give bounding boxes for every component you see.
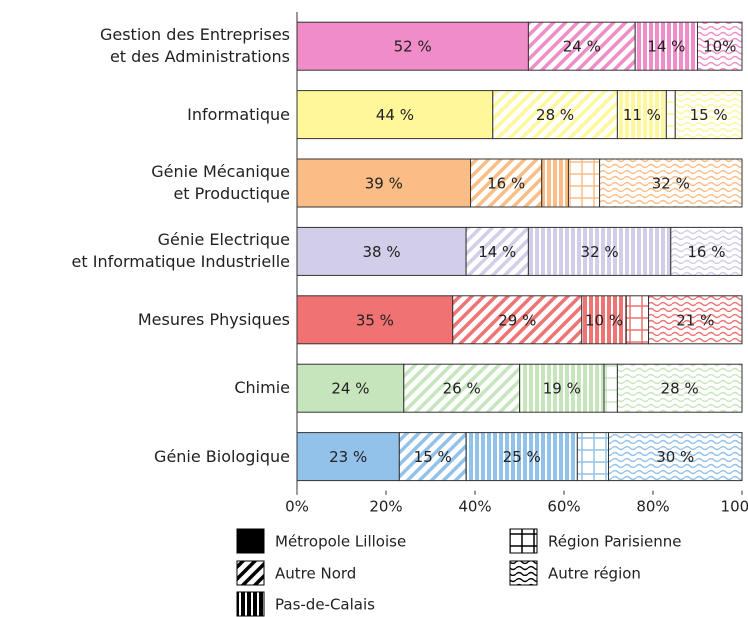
bar-segment: [541, 158, 569, 208]
value-label: 11 %: [623, 106, 661, 124]
legend-swatch: [509, 560, 538, 586]
bar-segment: [296, 295, 454, 345]
bar-segment: [697, 21, 743, 71]
bar-segment: [665, 90, 676, 140]
category-label: Informatique: [187, 104, 290, 124]
x-tick-label: 60%: [547, 497, 580, 515]
bar-segment: [608, 432, 743, 482]
x-tick-label: 0%: [285, 497, 309, 515]
bar-segment: [634, 21, 699, 71]
value-label: 10%: [703, 38, 736, 56]
category-label: Génie Electrique et Informatique Industr…: [71, 230, 290, 272]
legend-label: Autre région: [548, 565, 641, 583]
value-label: 29 %: [498, 311, 536, 329]
value-label: 21 %: [676, 311, 714, 329]
category-label: Chimie: [234, 378, 290, 398]
legend-swatch: [236, 560, 265, 586]
value-label: 32 %: [581, 243, 619, 261]
value-label: 16 %: [487, 175, 525, 193]
bar-segment: [296, 432, 400, 482]
bar-segment: [576, 432, 609, 482]
value-label: 28 %: [661, 380, 699, 398]
category-label: Gestion des Entreprises et des Administr…: [99, 25, 290, 67]
x-tick-label: 20%: [369, 497, 402, 515]
bar-segment: [648, 295, 743, 345]
category-label: Génie Biologique: [154, 446, 290, 466]
bar-segment: [616, 363, 743, 413]
bar-segment: [670, 226, 743, 276]
legend-swatch: [509, 528, 538, 554]
bar-segment: [403, 363, 520, 413]
bar-segment: [465, 226, 529, 276]
value-label: 26 %: [443, 380, 481, 398]
bar-segment: [581, 295, 627, 345]
bar-segment: [625, 295, 650, 345]
bar-segment: [527, 21, 636, 71]
value-label: 24 %: [563, 38, 601, 56]
x-tick-label: 80%: [636, 497, 669, 515]
value-label: 14 %: [478, 243, 516, 261]
value-label: 14 %: [647, 38, 685, 56]
bar-segment: [603, 363, 618, 413]
legend-swatch: [236, 591, 265, 617]
value-label: 19 %: [543, 380, 581, 398]
value-label: 10 %: [585, 311, 623, 329]
bar-segment: [296, 363, 405, 413]
value-label: 35 %: [356, 311, 394, 329]
value-label: 24 %: [331, 380, 369, 398]
value-label: 16 %: [687, 243, 725, 261]
legend-label: Autre Nord: [275, 565, 356, 583]
value-label: 15 %: [690, 106, 728, 124]
x-tick-label: 100%: [721, 497, 748, 515]
bar-segment: [616, 90, 667, 140]
bar-segment: [296, 21, 529, 71]
x-tick-label: 40%: [458, 497, 491, 515]
value-label: 30 %: [656, 448, 694, 466]
legend-label: Métropole Lilloise: [275, 533, 406, 551]
bar-segment: [296, 158, 472, 208]
value-label: 38 %: [362, 243, 400, 261]
category-label: Génie Mécanique et Productique: [151, 162, 290, 203]
value-label: 32 %: [652, 175, 690, 193]
value-label: 44 %: [376, 106, 414, 124]
legend-label: Pas-de-Calais: [275, 596, 375, 614]
bar-segment: [599, 158, 743, 208]
category-label: Mesures Physiques: [137, 309, 290, 329]
bar-segment: [398, 432, 467, 482]
value-label: 23 %: [329, 448, 367, 466]
value-label: 28 %: [536, 106, 574, 124]
bar-segment: [296, 90, 494, 140]
value-label: 15 %: [414, 448, 452, 466]
value-label: 25 %: [503, 448, 541, 466]
bar-segment: [567, 158, 601, 208]
value-label: 52 %: [394, 38, 432, 56]
bar-segment: [465, 432, 578, 482]
legend-label: Région Parisienne: [548, 533, 681, 551]
value-label: 39 %: [365, 175, 403, 193]
legend-swatch: [236, 528, 265, 554]
bar-segment: [519, 363, 605, 413]
bar-segment: [296, 226, 467, 276]
bar-segment: [470, 158, 543, 208]
bar-segment: [674, 90, 743, 140]
bar-segment: [452, 295, 583, 345]
